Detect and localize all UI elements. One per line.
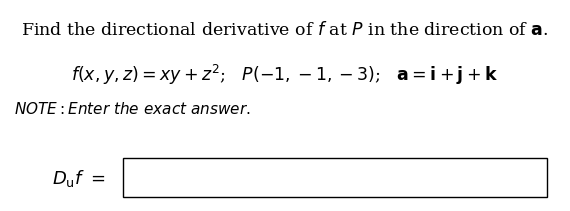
Text: $f(x, y, z) = xy + z^2$;   $P(-1, -1, -3)$;   $\mathbf{a} = \mathbf{i} + \mathbf: $f(x, y, z) = xy + z^2$; $P(-1, -1, -3)$…	[71, 63, 499, 87]
Text: Find the directional derivative of $f$ at $P$ in the direction of $\mathbf{a}$.: Find the directional derivative of $f$ a…	[21, 21, 549, 39]
Text: $\mathit{NOTE: Enter\ the\ exact\ answer.}$: $\mathit{NOTE: Enter\ the\ exact\ answer…	[14, 101, 251, 117]
Text: $D_{\mathrm{u}}f\ =$: $D_{\mathrm{u}}f\ =$	[52, 168, 105, 189]
FancyBboxPatch shape	[123, 158, 547, 197]
